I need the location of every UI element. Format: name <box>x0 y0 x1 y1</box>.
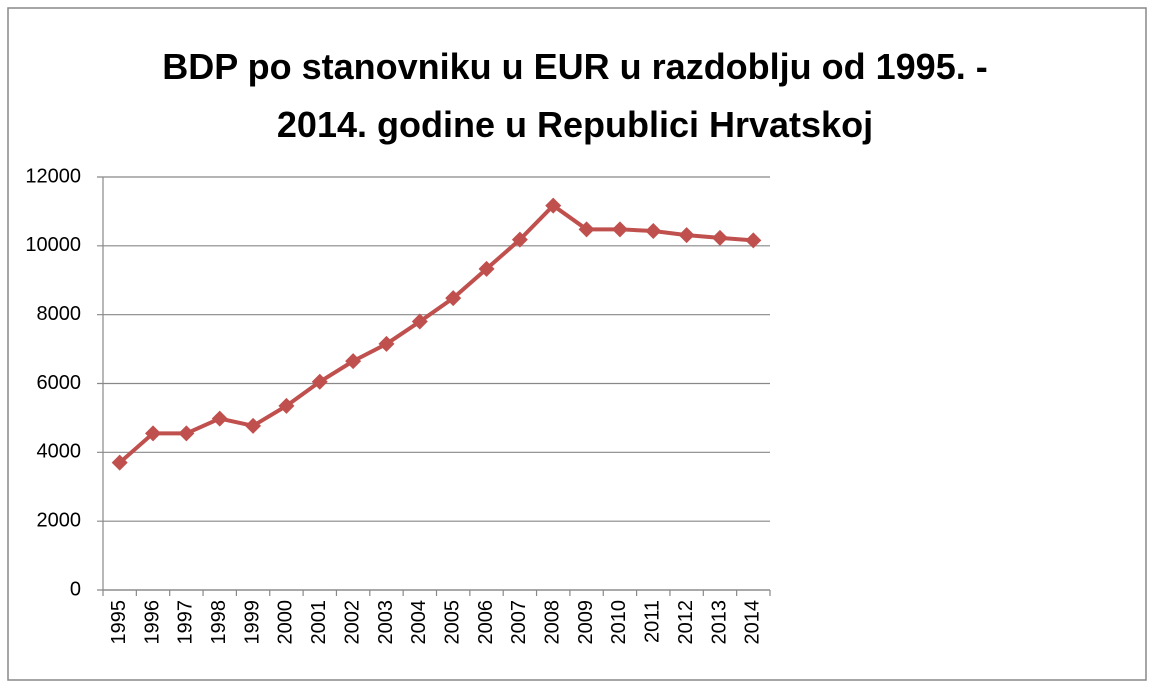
marker <box>111 454 128 471</box>
marker <box>711 229 728 246</box>
x-tick-label: 2006 <box>475 600 497 645</box>
x-tick-label: 2007 <box>508 600 530 645</box>
x-tick-label: 2010 <box>608 600 630 645</box>
x-tick-label: 2011 <box>642 600 664 643</box>
x-tick-label: 1999 <box>241 600 263 645</box>
marker <box>145 425 162 442</box>
y-tick-label: 0 <box>70 578 81 600</box>
x-tick-label: 2003 <box>375 600 397 645</box>
x-tick-label: 1998 <box>208 600 230 645</box>
marker <box>211 410 228 427</box>
marker <box>511 231 528 248</box>
marker <box>578 221 595 238</box>
x-tick-label: 1996 <box>141 600 163 645</box>
y-tick-label: 2000 <box>37 509 82 531</box>
marker <box>178 425 195 442</box>
x-tick-label: 2013 <box>708 600 730 645</box>
x-tick-label: 2009 <box>575 600 597 645</box>
x-tick-label: 2008 <box>542 600 564 645</box>
x-tick-label: 2001 <box>308 600 330 645</box>
chart-border <box>7 7 1147 681</box>
x-tick-label: 2004 <box>408 600 430 645</box>
marker <box>611 221 628 238</box>
marker <box>345 353 362 370</box>
x-tick-label: 1995 <box>108 600 130 645</box>
y-tick-label: 10000 <box>25 234 81 256</box>
y-tick-label: 12000 <box>25 165 81 187</box>
marker <box>378 335 395 352</box>
marker <box>245 417 262 434</box>
marker <box>311 373 328 390</box>
x-tick-label: 2012 <box>675 600 697 645</box>
x-tick-label: 1997 <box>175 600 197 645</box>
marker <box>745 232 762 249</box>
x-tick-label: 2000 <box>275 600 297 645</box>
marker <box>411 313 428 330</box>
y-tick-label: 4000 <box>37 441 82 463</box>
x-tick-label: 2002 <box>341 600 363 645</box>
marker <box>278 397 295 414</box>
marker <box>445 290 462 307</box>
x-tick-label: 2005 <box>441 600 463 645</box>
y-tick-label: 8000 <box>37 303 82 325</box>
chart-title: BDP po stanovniku u EUR u razdoblju od 1… <box>162 46 988 145</box>
marker <box>545 197 562 214</box>
marker <box>678 227 695 244</box>
marker <box>478 260 495 277</box>
marker <box>645 223 662 240</box>
y-tick-label: 6000 <box>37 372 82 394</box>
x-tick-label: 2014 <box>742 600 764 645</box>
